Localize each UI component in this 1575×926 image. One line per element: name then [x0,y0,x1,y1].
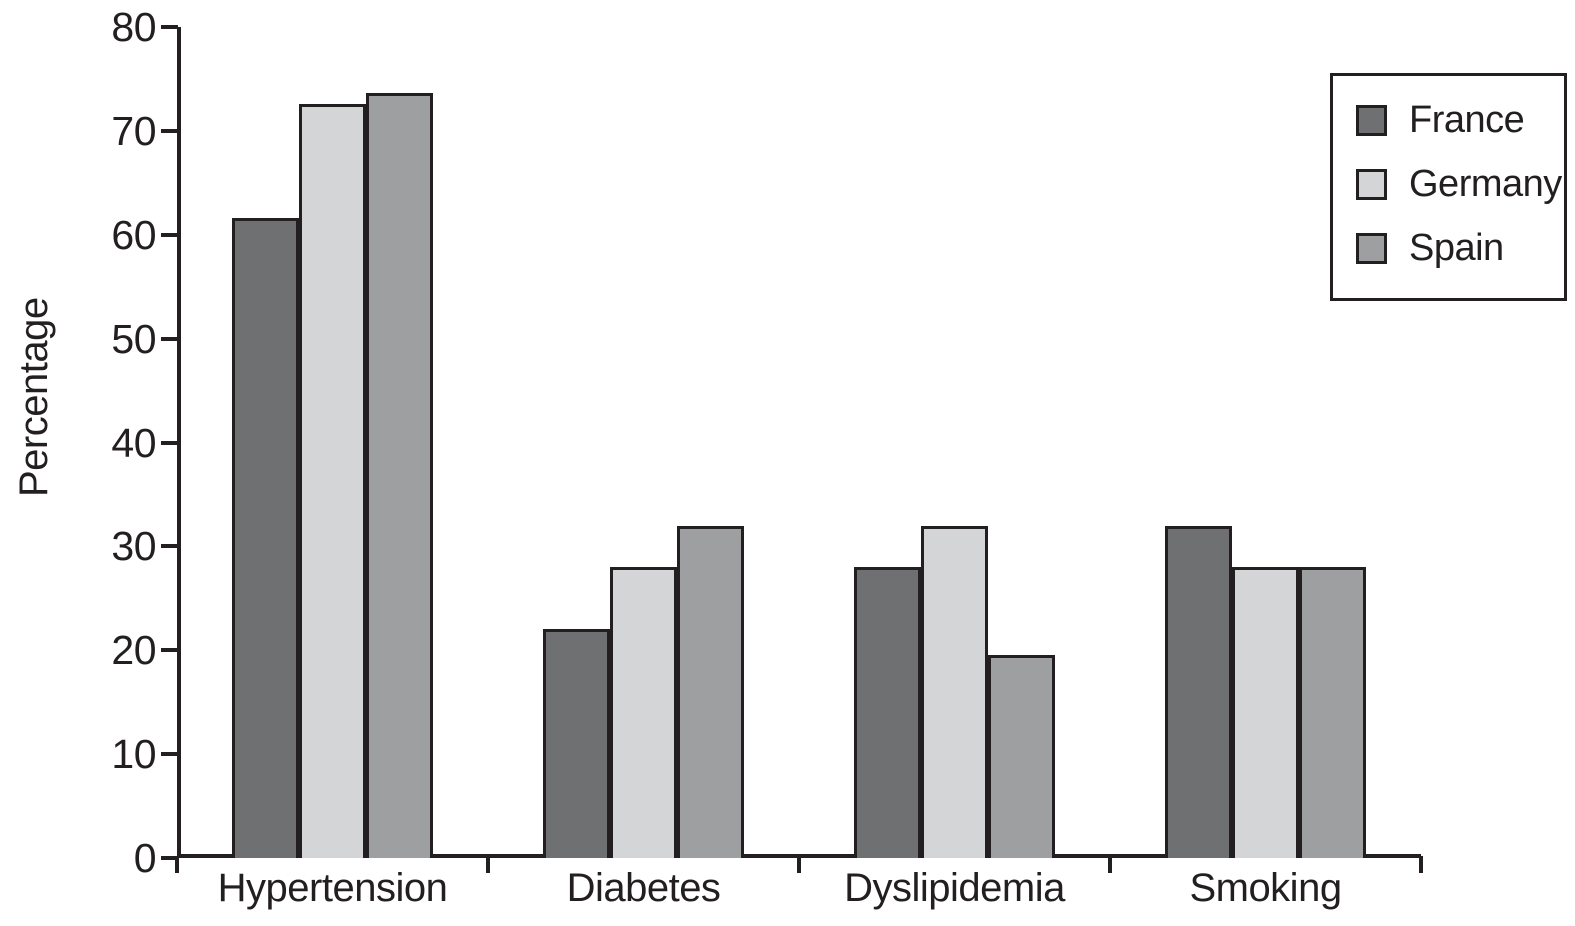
category-label: Hypertension [217,866,448,910]
bar-france-smoking [1165,525,1232,858]
legend-label: Germany [1409,163,1562,205]
y-axis-tick-label: 60 [111,211,156,258]
legend-item: Germany [1356,165,1564,203]
bar-spain-smoking [1299,567,1366,858]
bar-germany-hypertension [299,103,366,858]
legend: France Germany Spain [1330,73,1567,301]
legend-item: Spain [1356,229,1564,267]
bar-france-hypertension [232,218,299,858]
x-axis-tick [175,856,179,873]
y-axis-tick-label: 10 [111,731,156,778]
y-axis-tick-label: 20 [111,627,156,674]
category-label: Dyslipidemia [844,866,1065,910]
y-axis-tick [161,544,178,549]
legend-swatch-spain-icon [1356,232,1387,264]
y-axis-tick-label: 80 [111,4,156,50]
bar-france-dyslipidemia [854,567,921,858]
bar-germany-smoking [1232,567,1299,858]
bar-germany-dyslipidemia [921,525,988,858]
y-axis-tick-label: 30 [111,523,156,570]
y-axis-tick [161,440,178,445]
y-axis-tick [161,232,178,237]
category-label: Smoking [1189,866,1342,910]
y-axis-tick [161,856,178,860]
y-axis-tick [161,752,178,757]
x-axis-tick [1108,856,1112,873]
legend-item: France [1356,101,1564,139]
x-axis-tick [797,856,801,873]
y-axis-tick-label: 40 [111,419,156,466]
y-axis-tick-label: 50 [111,315,156,362]
y-axis-tick [161,25,178,29]
bar-spain-hypertension [366,93,433,858]
x-axis-tick [1419,856,1423,873]
y-axis-tick [161,336,178,341]
y-axis-tick [161,648,178,653]
bar-france-diabetes [543,629,610,858]
bar-spain-dyslipidemia [988,655,1055,858]
category-label: Diabetes [566,866,721,910]
legend-swatch-france-icon [1356,104,1387,136]
y-axis-tick-label: 0 [133,835,157,881]
legend-label: Spain [1409,227,1504,269]
bar-germany-diabetes [610,567,677,858]
legend-swatch-germany-icon [1356,168,1387,200]
x-axis-tick [486,856,490,873]
bar-spain-diabetes [677,525,744,858]
y-axis-tick-label: 70 [111,107,156,154]
y-axis-tick [161,128,178,133]
legend-label: France [1409,99,1525,141]
